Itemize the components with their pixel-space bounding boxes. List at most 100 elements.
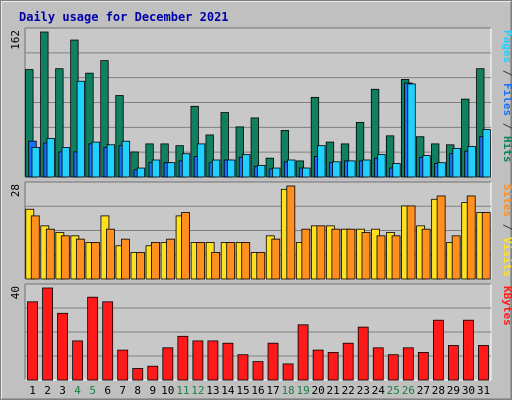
hits-pages-bar-day-8 [136, 167, 146, 178]
x-tick-label-day-6: 6 [104, 384, 111, 397]
x-tick-label-day-12: 12 [191, 384, 204, 397]
kbytes-kbytes-bar-day-11 [177, 335, 189, 381]
legend-part: / [501, 116, 512, 136]
kbytes-kbytes-bar-day-31 [478, 345, 489, 381]
hits-pages-bar-day-18 [287, 159, 296, 178]
visits-sites-bar-day-9 [151, 242, 160, 280]
hits-pages-bar-day-7 [121, 140, 131, 178]
legend-part: Files [501, 83, 512, 116]
kbytes-ymax-label: 40 [9, 286, 22, 299]
x-tick-label-day-7: 7 [119, 384, 126, 397]
hits-pages-bar-day-12 [196, 143, 206, 178]
visits-sites-bar-day-7 [121, 238, 130, 280]
hits-pages-bar-day-1 [31, 147, 40, 178]
visits-sites-bar-day-30 [466, 195, 476, 280]
hits-pages-bar-day-31 [482, 129, 491, 178]
x-tick-label-day-17: 17 [266, 384, 279, 397]
kbytes-kbytes-bar-day-15 [237, 354, 249, 381]
x-tick-label-day-30: 30 [462, 384, 475, 397]
kbytes-kbytes-bar-day-4 [72, 340, 84, 381]
x-tick-label-day-1: 1 [29, 384, 36, 397]
hits-pages-bar-day-6 [106, 144, 116, 178]
kbytes-kbytes-bar-day-20 [312, 349, 324, 381]
x-tick-label-day-9: 9 [149, 384, 156, 397]
visits-sites-bar-day-24 [376, 235, 386, 280]
visits-sites-bar-day-4 [75, 238, 85, 280]
visits-sites-bar-day-20 [316, 225, 326, 280]
x-tick-label-day-3: 3 [59, 384, 66, 397]
hits-pages-bar-day-15 [242, 154, 251, 178]
visits-sites-bar-day-17 [271, 238, 281, 280]
visits-sites-bar-day-12 [196, 242, 206, 280]
x-tick-label-day-29: 29 [447, 384, 460, 397]
legend-part: / [501, 217, 512, 237]
legend-part: Pages [501, 30, 512, 63]
hits-pages-bar-day-14 [226, 159, 236, 178]
x-tick-label-day-23: 23 [357, 384, 370, 397]
chart-title: Daily usage for December 2021 [19, 10, 229, 24]
kbytes-kbytes-bar-day-12 [192, 340, 204, 381]
visits-sites-bar-day-15 [241, 242, 251, 280]
hits-pages-bar-day-28 [437, 162, 446, 178]
hits-pages-bar-day-27 [422, 155, 431, 178]
visits-sites-bar-day-10 [166, 238, 175, 280]
hits-pages-bar-day-29 [452, 147, 461, 178]
kbytes-kbytes-bar-day-23 [357, 326, 369, 381]
x-tick-label-day-5: 5 [89, 384, 96, 397]
visits-sites-bar-day-19 [301, 228, 311, 280]
hits-pages-bar-day-4 [76, 80, 85, 178]
x-tick-label-day-15: 15 [236, 384, 249, 397]
visits-sites-bar-day-18 [286, 185, 296, 280]
visits-ymax-label: 28 [9, 184, 22, 197]
x-tick-label-day-18: 18 [281, 384, 294, 397]
x-tick-label-day-27: 27 [417, 384, 430, 397]
visits-sites-bar-day-3 [60, 235, 70, 280]
visits-sites-bar-day-14 [226, 242, 236, 280]
visits-sites-bar-day-13 [211, 252, 221, 280]
hits-pages-bar-day-3 [61, 147, 70, 178]
x-tick-label-day-26: 26 [402, 384, 415, 397]
legend-part: KBytes [501, 286, 512, 326]
kbytes-kbytes-bar-day-6 [102, 301, 114, 381]
kbytes-legend: KBytes [501, 286, 512, 326]
kbytes-kbytes-bar-day-14 [222, 342, 234, 381]
kbytes-kbytes-bar-day-22 [342, 342, 354, 381]
x-tick-label-day-11: 11 [176, 384, 189, 397]
kbytes-kbytes-bar-day-25 [387, 354, 399, 381]
visits-sites-bar-day-2 [45, 228, 55, 280]
hits-pages-bar-day-25 [392, 163, 401, 178]
hits-pages-bar-day-11 [181, 153, 191, 178]
legend-part: / [501, 63, 512, 83]
x-tick-label-day-2: 2 [44, 384, 51, 397]
hits-pages-bar-day-20 [317, 145, 326, 178]
kbytes-kbytes-bar-day-1 [27, 301, 38, 381]
hits-pages-bar-day-16 [257, 164, 266, 178]
visits-sites-bar-day-27 [421, 228, 431, 280]
x-tick-label-day-4: 4 [74, 384, 81, 397]
hits-pages-bar-day-22 [347, 160, 356, 178]
kbytes-kbytes-bar-day-16 [252, 361, 264, 381]
visits-sites-bar-day-21 [331, 228, 341, 280]
kbytes-kbytes-bar-day-8 [132, 368, 144, 381]
kbytes-kbytes-bar-day-28 [432, 319, 444, 381]
kbytes-kbytes-bar-day-19 [297, 324, 309, 381]
x-tick-label-day-31: 31 [477, 384, 490, 397]
x-tick-label-day-19: 19 [296, 384, 309, 397]
hits-pages-bar-day-23 [362, 159, 371, 178]
kbytes-kbytes-bar-day-7 [117, 349, 129, 381]
kbytes-kbytes-bar-day-21 [327, 351, 339, 381]
hits-pages-bar-day-26 [407, 83, 416, 178]
visits-sites-bar-day-26 [406, 205, 416, 280]
visits-sites-bar-day-23 [361, 232, 371, 280]
kbytes-kbytes-bar-day-30 [463, 319, 474, 381]
hits-pages-bar-day-9 [151, 159, 161, 178]
visits-sites-bar-day-6 [106, 228, 115, 280]
x-tick-label-day-22: 22 [342, 384, 355, 397]
visits-legend: Sites / Visits [501, 184, 512, 277]
kbytes-kbytes-bar-day-9 [147, 365, 159, 381]
x-tick-label-day-21: 21 [327, 384, 340, 397]
visits-sites-bar-day-1 [30, 215, 40, 280]
hits-pages-bar-day-2 [46, 138, 55, 178]
